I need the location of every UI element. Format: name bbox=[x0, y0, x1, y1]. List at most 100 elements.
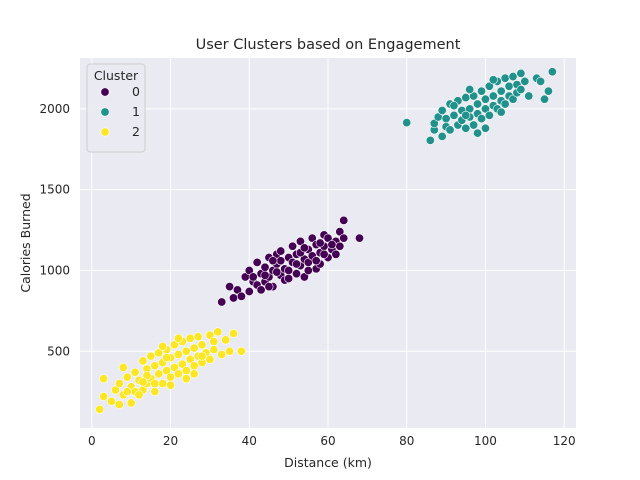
data-point-cluster-2 bbox=[134, 390, 144, 400]
data-point-cluster-0 bbox=[284, 274, 294, 284]
legend-label-2: 2 bbox=[132, 124, 140, 139]
data-point-cluster-0 bbox=[260, 262, 270, 272]
data-point-cluster-2 bbox=[173, 333, 183, 343]
x-tick-label: 40 bbox=[242, 434, 257, 448]
data-point-cluster-2 bbox=[169, 362, 179, 372]
legend-marker-1 bbox=[100, 107, 110, 117]
data-point-cluster-1 bbox=[402, 118, 412, 128]
data-point-cluster-1 bbox=[540, 94, 550, 104]
data-point-cluster-2 bbox=[225, 346, 235, 356]
data-point-cluster-2 bbox=[209, 345, 219, 355]
legend-marker-0 bbox=[100, 87, 110, 97]
data-point-cluster-0 bbox=[319, 249, 329, 259]
data-point-cluster-0 bbox=[323, 233, 333, 243]
data-point-cluster-1 bbox=[480, 123, 490, 133]
data-point-cluster-0 bbox=[272, 267, 282, 277]
legend-marker-2 bbox=[100, 127, 110, 137]
data-point-cluster-2 bbox=[118, 362, 128, 372]
data-point-cluster-2 bbox=[213, 327, 223, 337]
data-point-cluster-0 bbox=[315, 238, 325, 248]
data-point-cluster-0 bbox=[331, 249, 341, 259]
data-point-cluster-0 bbox=[295, 236, 305, 246]
x-axis-label: Distance (km) bbox=[284, 455, 372, 470]
data-point-cluster-0 bbox=[225, 282, 235, 292]
data-point-cluster-1 bbox=[429, 118, 439, 128]
chart-title: User Clusters based on Engagement bbox=[196, 37, 461, 53]
data-point-cluster-0 bbox=[248, 272, 258, 282]
data-point-cluster-1 bbox=[516, 68, 526, 78]
data-point-cluster-2 bbox=[110, 385, 120, 395]
data-point-cluster-2 bbox=[173, 349, 183, 359]
x-tick-label: 120 bbox=[553, 434, 576, 448]
data-point-cluster-0 bbox=[244, 286, 254, 296]
y-tick-label: 1500 bbox=[39, 183, 70, 197]
data-point-cluster-0 bbox=[307, 233, 317, 243]
data-point-cluster-1 bbox=[524, 91, 534, 101]
data-point-cluster-1 bbox=[441, 114, 451, 124]
data-point-cluster-0 bbox=[292, 259, 302, 269]
data-point-cluster-2 bbox=[162, 366, 172, 376]
data-point-cluster-1 bbox=[473, 99, 483, 109]
data-point-cluster-2 bbox=[99, 374, 109, 384]
data-point-cluster-0 bbox=[335, 227, 345, 237]
data-point-cluster-1 bbox=[461, 93, 471, 103]
data-point-cluster-2 bbox=[126, 398, 136, 408]
data-point-cluster-1 bbox=[465, 85, 475, 95]
data-point-cluster-2 bbox=[205, 354, 215, 364]
data-point-cluster-0 bbox=[276, 256, 286, 266]
data-point-cluster-1 bbox=[500, 73, 510, 83]
x-tick-label: 60 bbox=[320, 434, 335, 448]
data-point-cluster-1 bbox=[473, 128, 483, 138]
data-point-cluster-1 bbox=[516, 85, 526, 95]
data-point-cluster-2 bbox=[221, 335, 231, 345]
data-point-cluster-0 bbox=[339, 233, 349, 243]
data-point-cluster-0 bbox=[244, 265, 254, 275]
data-point-cluster-1 bbox=[508, 72, 518, 82]
x-tick-label: 100 bbox=[474, 434, 497, 448]
data-point-cluster-0 bbox=[327, 240, 337, 250]
data-point-cluster-0 bbox=[311, 256, 321, 266]
data-point-cluster-2 bbox=[189, 343, 199, 353]
data-point-cluster-0 bbox=[284, 265, 294, 275]
x-tick-label: 20 bbox=[163, 434, 178, 448]
data-point-cluster-2 bbox=[122, 387, 132, 397]
data-points bbox=[95, 67, 557, 414]
data-point-cluster-0 bbox=[303, 265, 313, 275]
data-point-cluster-2 bbox=[189, 361, 199, 371]
y-tick-label: 1000 bbox=[39, 263, 70, 277]
y-tick-label: 2000 bbox=[39, 102, 70, 116]
data-point-cluster-2 bbox=[106, 396, 116, 406]
data-point-cluster-0 bbox=[354, 233, 364, 243]
y-tick-labels: 500 1000 1500 2000 bbox=[39, 102, 70, 358]
data-point-cluster-2 bbox=[217, 349, 227, 359]
data-point-cluster-1 bbox=[477, 114, 487, 124]
data-point-cluster-2 bbox=[181, 346, 191, 356]
data-point-cluster-2 bbox=[197, 340, 207, 350]
data-point-cluster-1 bbox=[480, 94, 490, 104]
data-point-cluster-1 bbox=[484, 81, 494, 91]
data-point-cluster-0 bbox=[335, 241, 345, 251]
data-point-cluster-2 bbox=[181, 374, 191, 384]
data-point-cluster-0 bbox=[217, 297, 227, 307]
data-point-cluster-2 bbox=[114, 400, 124, 410]
data-point-cluster-0 bbox=[229, 293, 239, 303]
data-point-cluster-2 bbox=[166, 372, 176, 382]
data-point-cluster-2 bbox=[173, 369, 183, 379]
data-point-cluster-2 bbox=[193, 332, 203, 342]
data-point-cluster-1 bbox=[543, 86, 553, 96]
data-point-cluster-0 bbox=[264, 282, 274, 292]
data-point-cluster-2 bbox=[177, 359, 187, 369]
data-point-cluster-2 bbox=[169, 340, 179, 350]
data-point-cluster-2 bbox=[229, 328, 239, 338]
data-point-cluster-2 bbox=[181, 366, 191, 376]
data-point-cluster-1 bbox=[496, 107, 506, 117]
data-point-cluster-2 bbox=[150, 379, 160, 389]
x-tick-label: 0 bbox=[88, 434, 96, 448]
x-tick-labels: 0 20 40 60 80 100 120 bbox=[88, 434, 576, 448]
legend: Cluster 0 1 2 bbox=[86, 63, 146, 153]
data-point-cluster-1 bbox=[508, 94, 518, 104]
data-point-cluster-0 bbox=[252, 257, 262, 267]
data-point-cluster-1 bbox=[469, 91, 479, 101]
data-point-cluster-1 bbox=[449, 110, 459, 120]
data-point-cluster-0 bbox=[288, 241, 298, 251]
